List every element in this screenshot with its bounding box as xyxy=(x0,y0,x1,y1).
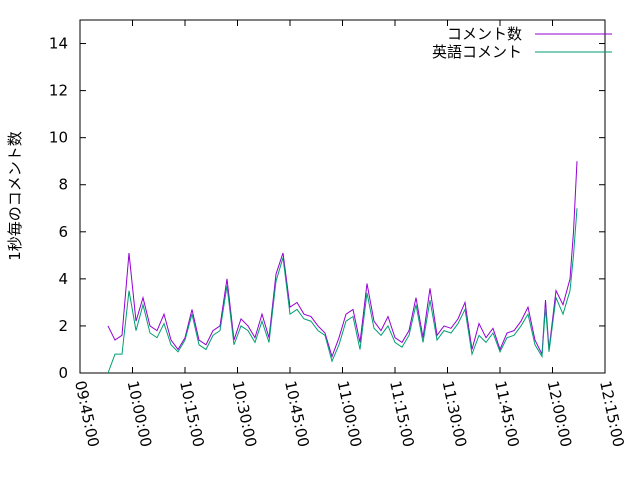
series-line xyxy=(107,208,578,374)
y-tick-label: 2 xyxy=(58,317,68,335)
x-tick-label: 10:30:00 xyxy=(229,379,261,449)
legend-label: 英語コメント xyxy=(432,43,522,61)
x-tick-label: 11:00:00 xyxy=(334,379,366,449)
x-tick-label: 11:30:00 xyxy=(439,379,471,449)
x-tick-label: 09:45:00 xyxy=(71,379,103,449)
x-tick-label: 11:15:00 xyxy=(386,379,418,449)
y-tick-label: 4 xyxy=(58,270,68,288)
x-tick-label: 10:15:00 xyxy=(176,379,208,449)
legend-label: コメント数 xyxy=(447,25,522,43)
x-tick-label: 11:45:00 xyxy=(491,379,523,449)
x-tick-label: 12:15:00 xyxy=(596,379,628,449)
x-tick-label: 12:00:00 xyxy=(544,379,576,449)
y-tick-label: 10 xyxy=(49,129,68,147)
y-axis-label: 1秒毎のコメント数 xyxy=(6,131,24,261)
y-tick-label: 14 xyxy=(49,35,68,53)
plot-frame xyxy=(79,19,606,374)
y-tick-label: 12 xyxy=(49,82,68,100)
x-tick-label: 10:00:00 xyxy=(124,379,156,449)
y-tick-label: 6 xyxy=(58,223,68,241)
y-tick-label: 0 xyxy=(58,364,68,382)
series-line xyxy=(107,161,578,359)
x-tick-label: 10:45:00 xyxy=(281,379,313,449)
y-tick-label: 8 xyxy=(58,176,68,194)
